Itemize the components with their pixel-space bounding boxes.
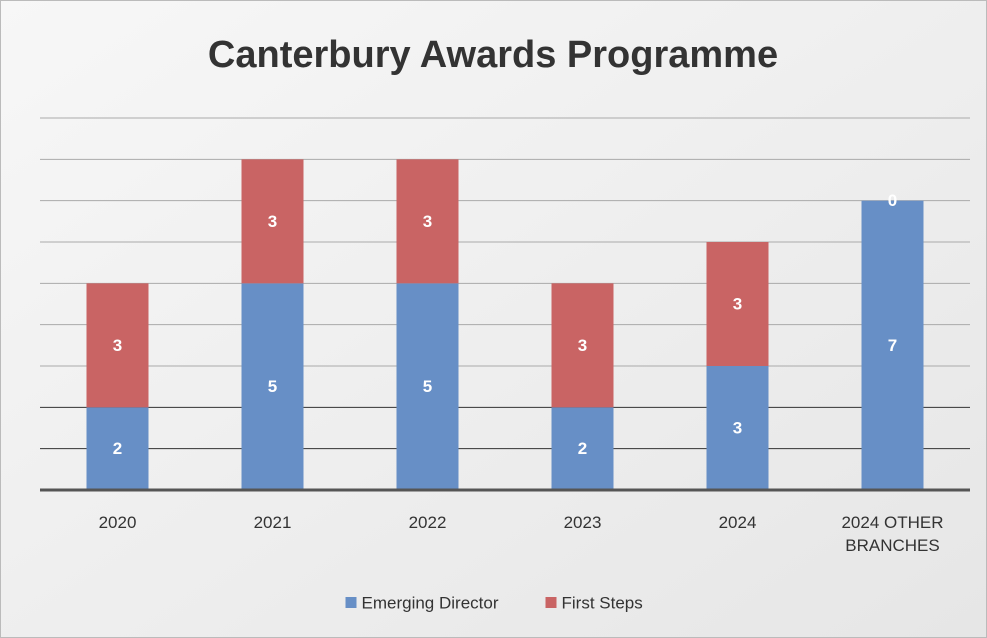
x-tick-label: 2023 [563, 513, 602, 532]
legend-label: First Steps [562, 593, 643, 612]
bar-segment [551, 283, 614, 408]
bar-segment [551, 407, 614, 490]
legend-swatch [345, 597, 357, 608]
bar-segment [706, 242, 769, 366]
data-label: 2 [113, 439, 122, 458]
data-label: 0 [888, 191, 897, 210]
bar-segment [86, 407, 149, 490]
chart-title: Canterbury Awards Programme [208, 34, 778, 76]
data-label: 3 [268, 212, 277, 231]
data-label: 2 [578, 439, 587, 458]
data-label: 3 [423, 212, 432, 231]
x-tick-label: 2020 [98, 513, 137, 532]
data-label: 3 [578, 336, 587, 355]
legend-label: Emerging Director [362, 593, 499, 612]
bar-segment [86, 283, 149, 408]
bar-segment [706, 366, 769, 490]
x-tick-label: 2024 OTHER BRANCHES [841, 513, 944, 555]
bar-segment [396, 283, 459, 490]
x-tick-label: 2024 [718, 513, 757, 532]
data-label: 5 [423, 377, 432, 396]
data-label: 3 [113, 336, 122, 355]
data-label: 7 [888, 336, 897, 355]
bar-segment [396, 159, 459, 284]
legend-swatch [545, 597, 557, 608]
data-label: 3 [733, 418, 742, 437]
data-label: 5 [268, 377, 277, 396]
bar-segment [241, 283, 304, 490]
bar-segment [241, 159, 304, 284]
x-tick-label: 2021 [253, 513, 292, 532]
bar-segment [861, 200, 924, 490]
data-label: 3 [733, 294, 742, 313]
x-tick-label: 2022 [408, 513, 447, 532]
